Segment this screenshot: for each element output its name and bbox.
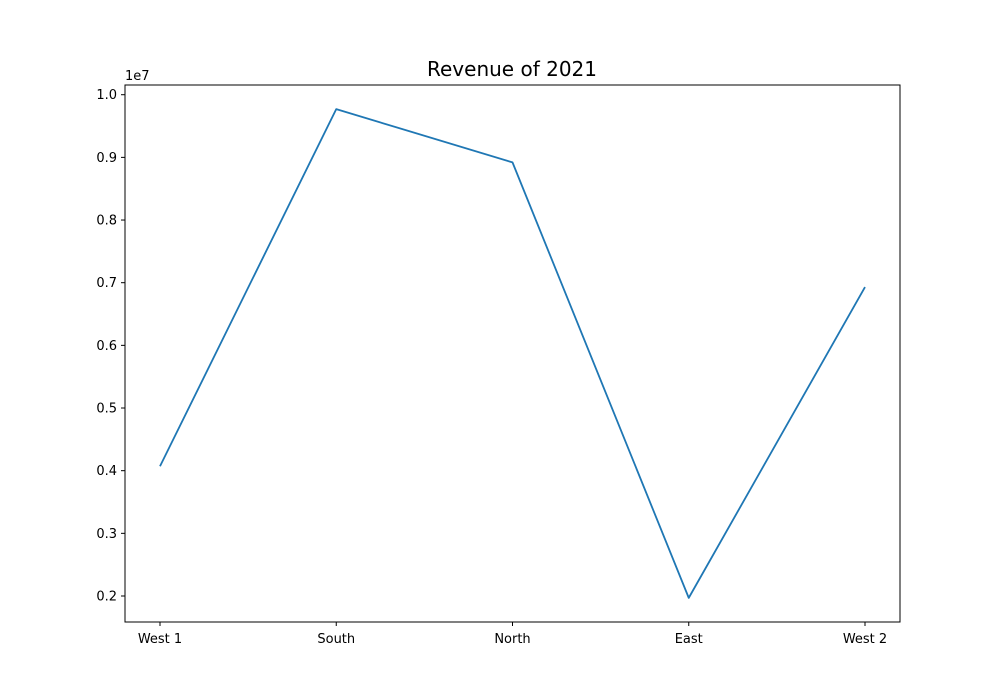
y-tick-label: 0.7 xyxy=(96,276,117,291)
x-tick-label: West 2 xyxy=(843,632,887,647)
series-line xyxy=(159,108,866,599)
x-tick-label: South xyxy=(317,632,355,647)
y-tick-label: 0.3 xyxy=(96,527,117,542)
y-axis-offset-label: 1e7 xyxy=(125,69,150,84)
x-tick-label: West 1 xyxy=(138,632,182,647)
y-tick-label: 0.9 xyxy=(96,151,117,166)
y-tick-label: 0.4 xyxy=(96,464,117,479)
y-tick-label: 0.5 xyxy=(96,402,117,417)
y-tick-label: 1.0 xyxy=(96,88,117,103)
y-tick-label: 0.8 xyxy=(96,214,117,229)
y-tick-label: 0.6 xyxy=(96,339,117,354)
plot-area: 0.2 0.3 0.4 0.5 0.6 0.7 0.8 0.9 1.0 West 1 South No… xyxy=(96,84,901,647)
x-tick-label: North xyxy=(494,632,530,647)
chart-title: Revenue of 2021 xyxy=(427,57,597,81)
y-tick-label: 0.2 xyxy=(96,589,117,604)
x-tick-label: East xyxy=(675,632,703,647)
